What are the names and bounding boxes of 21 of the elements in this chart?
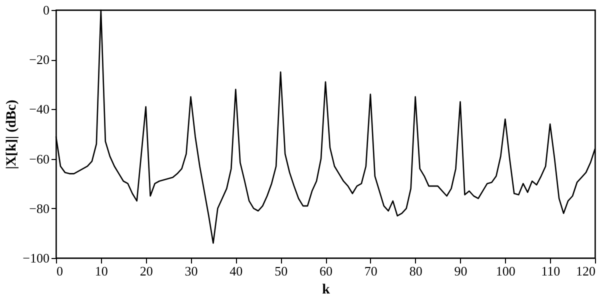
- y-tick-label: −40: [29, 102, 50, 117]
- x-tick-label: 110: [541, 264, 560, 278]
- y-tick-label: 0: [43, 2, 50, 18]
- x-axis-title: k: [322, 282, 330, 298]
- x-tick-label: 90: [454, 264, 468, 278]
- y-tick-label: −20: [29, 52, 50, 68]
- y-axis-title: |X[k]| (dBc): [4, 99, 20, 170]
- x-tick-label: 80: [409, 264, 422, 278]
- x-tick-label: 40: [230, 264, 243, 278]
- x-tick-label: 0: [56, 264, 63, 278]
- x-tick-label: 30: [184, 264, 198, 278]
- x-tick-label: 120: [576, 264, 596, 278]
- x-tick-label: 10: [94, 264, 108, 278]
- x-tick-label: 100: [496, 264, 516, 278]
- y-tick-label: −60: [29, 151, 50, 166]
- x-tick-label: 60: [320, 264, 332, 278]
- y-tick-label: −100: [22, 250, 50, 266]
- x-tick-label: 20: [140, 264, 153, 278]
- y-tick-label: −80: [29, 200, 50, 216]
- x-tick-label: 70: [364, 264, 378, 278]
- x-tick-label: 50: [274, 264, 288, 278]
